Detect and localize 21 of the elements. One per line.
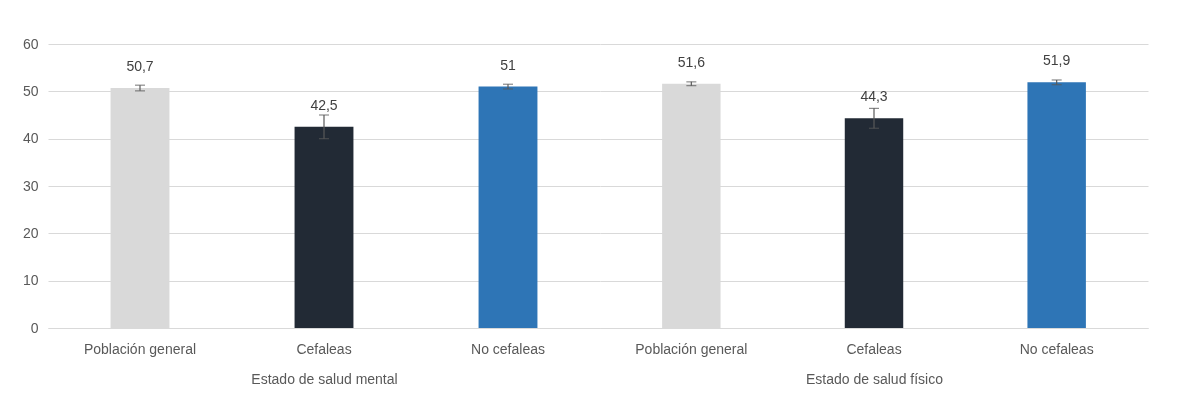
x-tick-label: Cefaleas <box>846 340 902 357</box>
y-tick-label: 10 <box>22 272 39 289</box>
x-axis-title: Estado de salud físico <box>806 370 944 387</box>
data-label: 42,5 <box>310 96 338 113</box>
x-tick-label: Población general <box>635 340 748 357</box>
x-tick-label: Cefaleas <box>296 340 352 357</box>
y-tick-label: 30 <box>22 177 39 194</box>
y-tick-label: 60 <box>22 35 39 52</box>
y-tick-label: 40 <box>22 130 39 147</box>
data-label: 50,7 <box>126 58 154 75</box>
data-label: 51,6 <box>677 53 706 70</box>
data-label: 51,9 <box>1043 52 1071 69</box>
y-tick-label: 0 <box>30 319 39 336</box>
y-tick-label: 20 <box>22 224 39 241</box>
data-label: 51 <box>500 56 516 73</box>
data-label: 44,3 <box>860 88 888 105</box>
y-tick-label: 50 <box>22 82 39 99</box>
x-tick-label: No cefaleas <box>1019 340 1094 357</box>
x-tick-label: Población general <box>83 340 197 357</box>
x-tick-label: No cefaleas <box>471 340 545 357</box>
x-axis-title: Estado de salud mental <box>251 370 398 387</box>
